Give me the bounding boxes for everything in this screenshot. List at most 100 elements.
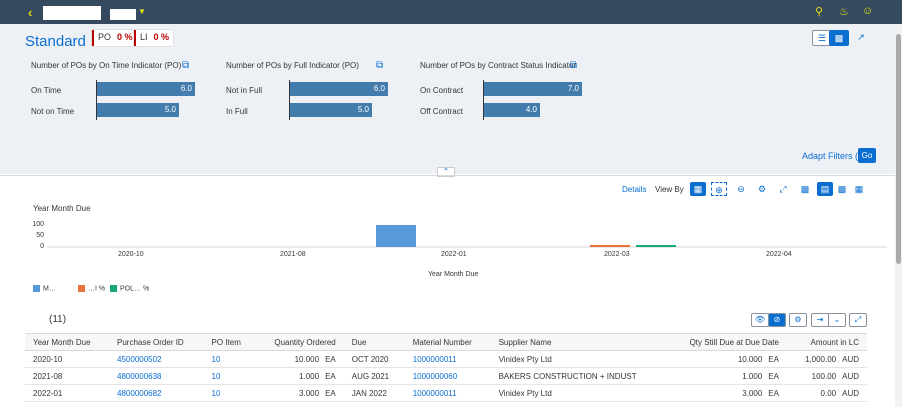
view-by-label: View By	[655, 185, 684, 194]
zoom-out-icon[interactable]: ⊖	[737, 184, 745, 194]
chart-table-view-icon[interactable]: ▤	[817, 182, 833, 196]
table-cell: 2022-01	[25, 384, 110, 402]
kpi-token-label: LI	[140, 32, 148, 42]
legend-item[interactable]: POL… %	[110, 285, 149, 292]
table-cell[interactable]: 4500000502	[109, 350, 204, 368]
share-icon[interactable]: ↗	[857, 32, 865, 42]
table-cell: 3.000 EA	[666, 384, 787, 402]
table-cell: 100.00 AUD	[786, 367, 867, 385]
bar[interactable]: 5.0	[290, 103, 372, 117]
column-header[interactable]: Supplier Name	[490, 333, 667, 351]
fullscreen-icon[interactable]: ⤢	[849, 313, 867, 327]
table-cell: 3.000 EA	[255, 384, 344, 402]
legend-item[interactable]: …I %	[78, 285, 105, 292]
axis-line	[289, 80, 290, 120]
chevron-left-icon[interactable]: ‹	[28, 5, 33, 20]
card-title: Number of POs by On Time Indicator (PO)	[31, 61, 182, 70]
table-cell[interactable]: 1000000011	[404, 384, 491, 402]
chart-bar[interactable]	[376, 225, 416, 247]
table-cell[interactable]: 4800000638	[109, 367, 204, 385]
table-cell[interactable]: 1000000060	[404, 367, 491, 385]
settings-icon[interactable]: ⚙	[789, 313, 807, 327]
redacted-table-title	[25, 314, 47, 326]
chevron-down-icon[interactable]: ▼	[138, 7, 146, 16]
table-row[interactable]: 2022-01 4800000682 10 3.000 EA JAN 2022 100000…	[25, 384, 867, 402]
table-cell: 10.000 EA	[666, 350, 787, 368]
table-cell: 1.000 EA	[666, 367, 787, 385]
bar[interactable]: 7.0	[484, 82, 582, 96]
table-cell: AUG 2021	[343, 367, 405, 385]
zoom-in-icon[interactable]: ⊕	[711, 182, 727, 196]
table-cell[interactable]: 10	[203, 350, 256, 368]
variant-label: Standard	[25, 33, 86, 50]
chart-view-button[interactable]: ▩	[829, 30, 849, 46]
table-cell: Vinidex Pty Ltd	[490, 384, 667, 402]
table-cell: 2021-08	[25, 367, 110, 385]
x-axis-label: Year Month Due	[428, 271, 479, 278]
kpi-token-value: 0 %	[153, 32, 170, 42]
bar-label: On Contract	[420, 86, 464, 95]
x-tick-label: 2020-10	[118, 251, 144, 258]
column-header[interactable]: Year Month Due	[25, 333, 110, 351]
table-cell: BAKERS CONSTRUCTION + INDUST	[490, 367, 667, 385]
table-cell[interactable]: 10	[203, 367, 256, 385]
fullscreen-icon[interactable]: ⤢	[779, 184, 787, 194]
list-view-button[interactable]: ☰	[812, 30, 832, 46]
column-header[interactable]: Due	[343, 333, 405, 351]
x-tick-label: 2021-08	[280, 251, 306, 258]
axis-line	[483, 80, 484, 120]
table-cell[interactable]: 10	[203, 384, 256, 402]
export-icon[interactable]: ⇥	[811, 313, 829, 327]
x-tick-label: 2022-01	[441, 251, 467, 258]
table-cell: JAN 2022	[343, 384, 405, 402]
column-header[interactable]: Qty Still Due at Due Date	[666, 333, 787, 351]
app-title-redacted-2	[110, 9, 136, 20]
open-card-icon[interactable]: ⧉	[570, 60, 578, 71]
bar[interactable]: 5.0	[97, 103, 179, 117]
settings-icon[interactable]: ⚙	[757, 184, 767, 194]
table-cell[interactable]: 4800000682	[109, 384, 204, 402]
chart-bar[interactable]	[636, 245, 676, 247]
table-view-icon[interactable]: ▦	[854, 184, 864, 194]
go-button[interactable]: Go	[858, 148, 876, 163]
kpi-token-li[interactable]: LI 0 %	[134, 30, 174, 46]
bar-label: Not in Full	[226, 86, 263, 95]
chart-type-icon[interactable]: ▩	[800, 184, 810, 194]
column-header[interactable]: Quantity Ordered	[255, 333, 344, 351]
person-icon[interactable]: ☺	[862, 5, 874, 17]
bar[interactable]: 6.0	[97, 82, 195, 96]
collapse-header-button[interactable]: ⌃	[437, 167, 455, 177]
search-icon[interactable]: ⚲	[815, 6, 824, 18]
bar[interactable]: 6.0	[290, 82, 388, 96]
chart-bar[interactable]	[590, 245, 630, 247]
hide-details-icon[interactable]: ⊘	[768, 313, 786, 327]
export-menu-icon[interactable]: ⌄	[828, 313, 846, 327]
scrollbar-thumb[interactable]	[896, 34, 901, 264]
divider	[0, 175, 895, 176]
details-link[interactable]: Details	[622, 185, 647, 194]
column-header[interactable]: Material Number	[404, 333, 491, 351]
axis-line	[96, 80, 97, 120]
table-row[interactable]: 2020-10 4500000502 10 10.000 EA OCT 2020 10000…	[25, 350, 867, 368]
show-details-icon[interactable]: 👁	[751, 313, 769, 327]
table-row[interactable]: 2021-08 4800000638 10 1.000 EA AUG 2021 100000…	[25, 367, 867, 385]
column-header[interactable]: Purchase Order ID	[109, 333, 204, 351]
results-table: Year Month Due Purchase Order ID PO Item…	[25, 333, 867, 402]
legend-icon[interactable]: ▦	[690, 182, 706, 196]
bell-icon[interactable]: ♨	[839, 6, 849, 18]
column-header[interactable]: Amount in LC	[786, 333, 867, 351]
scrollbar[interactable]	[895, 24, 902, 407]
bar[interactable]: 4.0	[484, 103, 540, 117]
adapt-filters-link[interactable]: Adapt Filters (1)	[802, 151, 867, 161]
x-tick-label: 2022-04	[766, 251, 792, 258]
table-cell: 0.00 AUD	[786, 384, 867, 402]
chart-title: Year Month Due	[33, 204, 91, 213]
column-header[interactable]: PO Item	[203, 333, 256, 351]
app-title-redacted	[43, 6, 101, 20]
chart-view-icon[interactable]: ▩	[837, 184, 847, 194]
open-card-icon[interactable]: ⧉	[376, 60, 384, 71]
open-card-icon[interactable]: ⧉	[182, 60, 190, 71]
legend-item[interactable]: M…	[33, 285, 56, 292]
table-cell[interactable]: 1000000011	[404, 350, 491, 368]
kpi-token-po[interactable]: PO 0 %	[92, 30, 137, 46]
